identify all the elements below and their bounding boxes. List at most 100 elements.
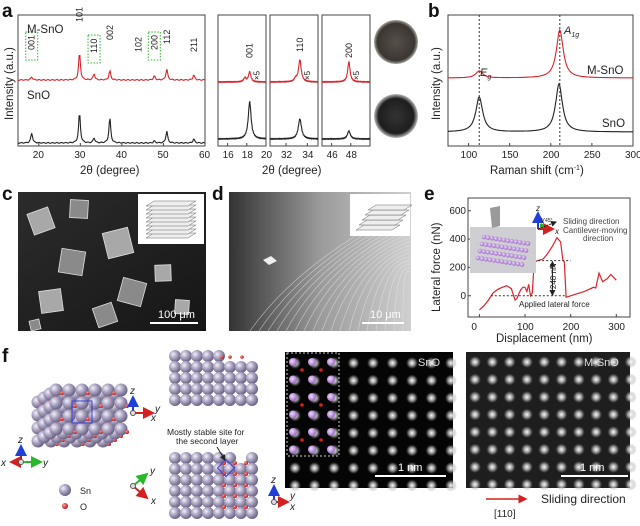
axis-origin — [18, 459, 24, 465]
atom-column — [590, 373, 603, 386]
atom-column — [328, 462, 340, 474]
sn-atom — [180, 350, 192, 362]
atom-column — [624, 373, 637, 386]
raman-plot-frame — [447, 14, 634, 147]
sn-atom — [246, 496, 258, 508]
o-atom — [244, 461, 248, 465]
sn-legend-label: Sn — [80, 486, 91, 496]
panel-label-c: c — [2, 184, 13, 205]
zoom-series-sno — [217, 100, 267, 141]
atom-column — [590, 391, 603, 403]
atom — [521, 255, 527, 260]
sn-atom-overlay — [327, 445, 335, 454]
sn-atom — [213, 394, 225, 406]
atom-column — [425, 409, 438, 422]
x-axis-label-a: 2θ (degree) — [80, 165, 140, 177]
atom — [491, 258, 497, 263]
peak-label: 002 — [105, 25, 115, 40]
atom — [507, 260, 513, 266]
atom — [481, 249, 487, 254]
atom-column — [555, 443, 568, 456]
atom-column — [469, 391, 481, 403]
atom-column — [406, 462, 418, 474]
atom — [495, 244, 501, 249]
sn-atom-overlay — [289, 358, 297, 366]
x-tick-label: 300 — [608, 322, 625, 333]
sn-atom — [224, 394, 236, 406]
sno-powder-photo — [374, 94, 418, 138]
stem-label-sno: SnO — [418, 357, 440, 369]
o-atom — [233, 494, 237, 498]
x-tick-label: 100 — [517, 322, 534, 333]
o-atom — [233, 483, 237, 487]
atom-column — [347, 392, 360, 404]
layer-sheet — [355, 224, 401, 231]
x-tick-label: 50 — [157, 150, 169, 161]
atom-column — [555, 478, 568, 491]
sn-atom — [224, 485, 236, 497]
peak-highlight-box — [25, 31, 39, 61]
sn-atom-overlay — [289, 375, 297, 384]
sn-atom-overlay — [289, 393, 297, 401]
sn-atom — [191, 474, 203, 486]
sn-atom-overlay — [289, 445, 297, 454]
atom — [497, 251, 503, 257]
atom — [479, 256, 485, 261]
sn-atom-overlay — [327, 410, 335, 419]
atom — [517, 240, 523, 245]
atom-column — [367, 409, 379, 422]
sn-atom-overlay — [327, 393, 335, 401]
x-tick-label: 150 — [502, 150, 519, 161]
eg-label: Eg — [480, 67, 491, 81]
atom-column — [406, 409, 418, 422]
atom-column — [503, 391, 516, 403]
axis-label: x — [150, 496, 157, 507]
debris-flake — [263, 256, 277, 265]
sn-atom — [235, 485, 247, 497]
atom — [523, 248, 529, 253]
atom-column — [520, 391, 533, 403]
sn-atom — [246, 452, 258, 464]
sn-atom — [213, 361, 225, 373]
atom — [479, 241, 485, 247]
x-tick-label: 300 — [625, 150, 640, 161]
atom — [505, 252, 511, 258]
atom-column — [520, 461, 533, 473]
x-tick-label: 20 — [33, 150, 45, 161]
atom-column — [469, 426, 481, 438]
axis-arrow — [132, 472, 149, 487]
crystal — [174, 299, 190, 315]
sn-atom — [202, 507, 214, 519]
atom — [503, 259, 509, 265]
atom-column — [347, 444, 360, 457]
atom-column — [425, 392, 438, 404]
sn-atom — [202, 372, 214, 384]
atom — [525, 241, 531, 246]
axis-origin — [130, 410, 136, 416]
atom-column — [607, 408, 620, 421]
stable-site-arrow — [216, 446, 226, 461]
x-tick-label: 46 — [327, 150, 339, 161]
atom — [503, 245, 509, 250]
sn-atom — [114, 422, 128, 436]
atom-column — [469, 373, 481, 386]
sn-atom — [101, 396, 115, 410]
sn-atom — [180, 507, 192, 519]
zoom-series-sno — [321, 129, 371, 141]
scale-label-c: 100 μm — [158, 309, 195, 321]
x-tick-label: 18 — [242, 150, 254, 161]
svg-text:z: z — [535, 204, 540, 213]
atom — [493, 251, 499, 256]
sn-atom — [224, 361, 236, 373]
y-axis-label-a: Intensity (a.u.) — [4, 47, 16, 120]
slip-line — [366, 256, 412, 332]
atom-column — [624, 478, 637, 491]
atom-column — [469, 356, 481, 368]
atom — [499, 259, 505, 264]
atom — [481, 234, 487, 240]
sn-atom — [101, 422, 115, 436]
o-atom — [233, 505, 237, 509]
sn-atom — [202, 350, 214, 362]
atom — [487, 242, 493, 248]
